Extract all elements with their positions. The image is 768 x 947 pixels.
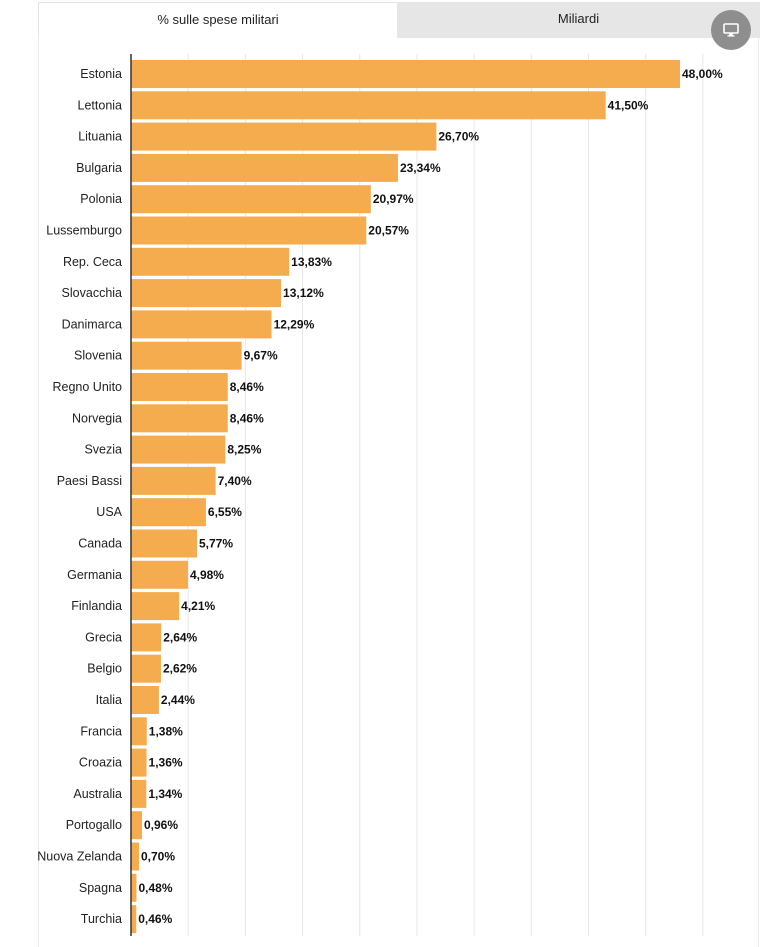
category-label: Paesi Bassi (57, 474, 122, 488)
value-label: 1,34% (148, 787, 182, 801)
value-label: 41,50% (608, 98, 649, 112)
value-label: 26,70% (438, 130, 479, 144)
value-label: 0,96% (144, 818, 178, 832)
bar (131, 842, 140, 871)
category-label: Grecia (85, 630, 122, 644)
grid-lines (187, 54, 704, 936)
tab-bar: % sulle spese militari Miliardi (38, 2, 760, 38)
bar (131, 60, 680, 88)
value-label: 0,48% (138, 881, 172, 895)
bar (131, 623, 162, 652)
bar (131, 686, 159, 714)
bar (131, 310, 272, 339)
value-label: 20,97% (373, 192, 414, 206)
tab-billions[interactable]: Miliardi (397, 2, 760, 38)
value-label: 9,67% (244, 349, 278, 363)
bar (131, 247, 290, 276)
value-label: 1,36% (149, 756, 183, 770)
category-label: Lituania (78, 130, 122, 144)
bar (131, 779, 147, 808)
tab-percent-military-spending[interactable]: % sulle spese militari (38, 2, 397, 38)
value-label: 1,38% (149, 724, 183, 738)
bar (131, 122, 437, 151)
value-label: 8,46% (230, 411, 264, 425)
value-label: 6,55% (208, 505, 242, 519)
category-label: Lettonia (78, 98, 123, 112)
bar (131, 153, 398, 182)
bar (131, 811, 142, 840)
category-label: Portogallo (66, 818, 122, 832)
frame-right-border (758, 38, 759, 947)
value-label: 8,25% (227, 443, 261, 457)
category-label: Danimarca (62, 317, 122, 331)
bar (131, 560, 188, 589)
frame-left-border (38, 38, 39, 947)
bar (131, 905, 137, 934)
category-label: Canada (78, 537, 122, 551)
category-label: Finlandia (71, 599, 122, 613)
value-label: 48,00% (682, 67, 723, 81)
value-label: 2,64% (163, 630, 197, 644)
category-label: Rep. Ceca (63, 255, 122, 269)
bar (131, 435, 226, 464)
value-label: 12,29% (274, 317, 315, 331)
device-toggle-button[interactable] (711, 10, 751, 50)
bar (131, 873, 137, 902)
bar (131, 185, 371, 214)
monitor-icon (723, 23, 739, 37)
bars (131, 60, 680, 934)
bar (131, 498, 206, 527)
category-label: Slovenia (74, 349, 122, 363)
category-label: Spagna (79, 881, 122, 895)
bar (131, 748, 147, 777)
value-label: 4,98% (190, 568, 224, 582)
value-label: 13,83% (291, 255, 332, 269)
value-label: 2,44% (161, 693, 195, 707)
value-label: 20,57% (368, 224, 409, 238)
category-label: Svezia (84, 443, 122, 457)
bar (131, 404, 228, 433)
value-label: 4,21% (181, 599, 215, 613)
value-label: 8,46% (230, 380, 264, 394)
category-label: USA (96, 505, 122, 519)
value-label: 7,40% (218, 474, 252, 488)
bar (131, 717, 147, 746)
bar (131, 279, 282, 308)
category-label: Estonia (80, 67, 122, 81)
category-label: Bulgaria (76, 161, 122, 175)
bar (131, 91, 606, 120)
category-label: Nuova Zelanda (37, 850, 122, 864)
category-label: Slovacchia (62, 286, 122, 300)
bar (131, 654, 161, 683)
bar (131, 466, 216, 495)
bar (131, 592, 180, 621)
category-label: Belgio (87, 662, 122, 676)
category-label: Turchia (81, 912, 122, 926)
value-label: 5,77% (199, 537, 233, 551)
category-label: Germania (67, 568, 122, 582)
bar (131, 529, 197, 558)
bar (131, 216, 367, 245)
category-label: Polonia (80, 192, 122, 206)
value-label: 0,46% (138, 912, 172, 926)
category-label: Regno Unito (53, 380, 123, 394)
value-label: 0,70% (141, 850, 175, 864)
value-label: 2,62% (163, 662, 197, 676)
category-label: Croazia (79, 756, 122, 770)
bar (131, 373, 228, 401)
category-label: Norvegia (72, 411, 122, 425)
category-label: Lussemburgo (46, 224, 122, 238)
bar (131, 341, 242, 370)
value-label: 13,12% (283, 286, 324, 300)
value-label: 23,34% (400, 161, 441, 175)
category-label: Australia (73, 787, 122, 801)
category-label: Francia (80, 724, 122, 738)
category-label: Italia (96, 693, 122, 707)
labels: Estonia 48,00% Lettonia 41,50% Lituania 26,70… (37, 67, 723, 926)
